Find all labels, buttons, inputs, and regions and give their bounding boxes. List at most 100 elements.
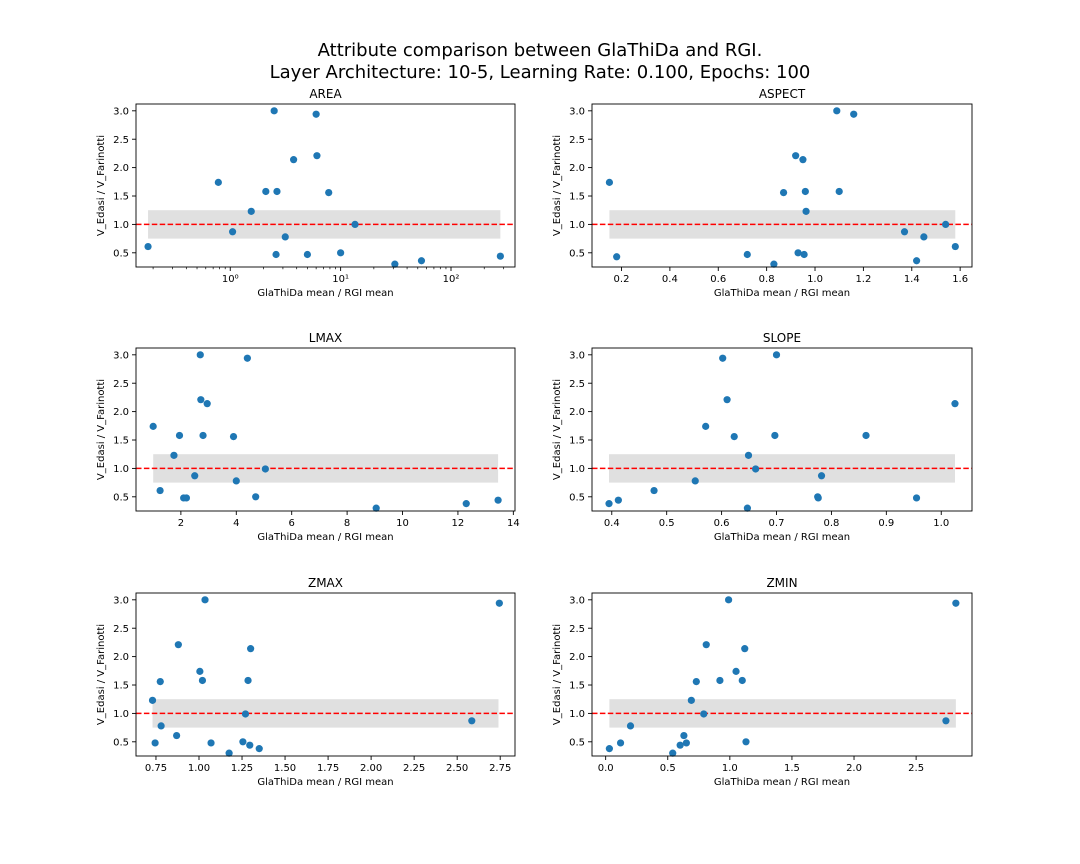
y-tick-label: 1.5 (113, 681, 129, 692)
y-tick-label: 1.5 (569, 681, 585, 692)
data-point-lmax-11 (229, 432, 238, 441)
x-tick-label: 2.0 (846, 763, 862, 774)
x-tick-label: 0.2 (614, 274, 630, 285)
x-axis-label: GlaThiDa mean / RGI mean (714, 288, 850, 299)
data-point-slope-12 (772, 351, 781, 359)
x-tick-label: 1.0 (933, 518, 949, 529)
y-tick-label: 1.0 (569, 709, 585, 720)
data-point-area-12 (313, 152, 321, 160)
x-tick-label: 1.2 (855, 274, 871, 285)
data-point-lmax-14 (252, 493, 260, 501)
y-tick-label: 1.0 (113, 709, 129, 720)
y-tick-label: 0.5 (113, 248, 129, 259)
data-point-slope-2 (650, 486, 658, 495)
y-tick-label: 2.5 (113, 135, 129, 146)
data-point-zmax-11 (239, 738, 247, 746)
y-tick-label: 1.5 (113, 192, 129, 203)
data-point-zmax-7 (198, 676, 207, 685)
y-axis-label: V_Edasi / V_Farinotti (96, 135, 107, 236)
data-point-zmax-3 (157, 722, 165, 730)
data-point-lmax-9 (199, 431, 207, 440)
y-tick-label: 2.5 (569, 379, 585, 390)
data-point-zmin-5 (680, 731, 688, 740)
data-point-aspect-7 (799, 156, 807, 164)
y-tick-label: 2.0 (569, 407, 585, 418)
data-point-aspect-16 (920, 233, 928, 241)
y-tick-label: 2.0 (113, 163, 129, 174)
x-tick-label: 0.6 (710, 274, 726, 285)
x-tick-label: 2 (178, 518, 184, 529)
data-point-zmin-7 (687, 696, 695, 704)
data-point-zmax-14 (246, 741, 254, 749)
data-point-area-2 (228, 228, 237, 236)
data-point-lmax-2 (170, 451, 178, 459)
data-point-area-13 (325, 188, 333, 197)
data-point-zmin-14 (738, 676, 746, 685)
x-tick-label: 0.9 (878, 518, 894, 529)
x-tick-label: 10 (396, 518, 409, 529)
data-point-slope-11 (771, 431, 779, 440)
data-point-zmax-16 (255, 745, 263, 753)
data-point-zmax-2 (156, 677, 164, 686)
data-point-zmax-1 (151, 739, 159, 747)
data-point-zmax-5 (174, 641, 182, 649)
axes-frame (591, 592, 973, 757)
x-tick-label: 0.4 (604, 518, 620, 529)
data-point-area-1 (214, 178, 222, 186)
subplot-title: ZMAX (308, 576, 343, 590)
x-tick-label: 0.4 (662, 274, 678, 285)
data-point-zmax-18 (495, 599, 503, 607)
data-point-zmax-6 (196, 667, 204, 675)
x-tick-label: 2.00 (360, 763, 382, 774)
data-point-lmax-15 (261, 465, 269, 473)
data-point-slope-5 (719, 354, 727, 362)
data-point-aspect-0 (605, 178, 614, 186)
x-tick-label: 10² (443, 274, 460, 285)
subplot-zmin: 0.5 1.0 1.5 2.0 2.5 3.0 0.0 0.5 1.0 1.5 2.0 2.5 ZMIN… (552, 576, 973, 788)
data-point-zmax-17 (468, 717, 476, 725)
data-point-lmax-17 (462, 500, 470, 508)
data-point-area-11 (312, 110, 320, 118)
y-tick-label: 1.0 (569, 220, 585, 231)
data-point-slope-3 (691, 477, 699, 485)
data-point-zmax-4 (173, 731, 181, 740)
data-point-area-3 (247, 207, 255, 215)
data-point-zmin-17 (942, 717, 950, 725)
data-point-zmin-8 (692, 677, 700, 686)
data-point-area-0 (144, 242, 152, 251)
data-point-lmax-8 (197, 396, 205, 404)
x-tick-label: 10⁰ (222, 274, 239, 285)
y-tick-label: 2.0 (113, 652, 129, 663)
y-tick-label: 2.5 (113, 379, 129, 390)
data-point-zmin-4 (676, 741, 684, 749)
x-axis-label: GlaThiDa mean / RGI mean (714, 777, 850, 788)
data-point-slope-7 (730, 432, 738, 441)
x-tick-label: 0.7 (769, 518, 785, 529)
x-tick-label: 0.8 (823, 518, 839, 529)
y-tick-label: 0.5 (569, 737, 585, 748)
y-tick-label: 3.0 (113, 350, 129, 361)
x-tick-label: 6 (289, 518, 295, 529)
data-point-area-17 (417, 257, 426, 265)
x-tick-label: 1.0 (722, 763, 738, 774)
data-point-zmax-15 (247, 645, 255, 653)
x-tick-label: 1.75 (317, 763, 339, 774)
x-tick-label: 1.50 (274, 763, 296, 774)
y-tick-label: 3.0 (569, 350, 585, 361)
y-tick-label: 3.0 (569, 106, 585, 117)
axes-frame (135, 347, 516, 512)
data-point-slope-6 (723, 396, 731, 404)
data-point-slope-4 (702, 422, 710, 430)
data-point-zmin-15 (741, 645, 749, 653)
data-point-slope-10 (752, 465, 760, 473)
data-point-aspect-4 (779, 188, 788, 197)
x-tick-label: 1.00 (188, 763, 210, 774)
data-point-zmin-10 (702, 641, 710, 649)
y-axis-label: V_Edasi / V_Farinotti (552, 135, 563, 236)
x-tick-label: 0.5 (659, 518, 675, 529)
y-tick-label: 3.0 (113, 595, 129, 606)
data-point-area-7 (272, 250, 280, 259)
data-point-area-10 (303, 250, 311, 259)
y-axis-label: V_Edasi / V_Farinotti (96, 379, 107, 480)
y-tick-label: 2.0 (569, 163, 585, 174)
